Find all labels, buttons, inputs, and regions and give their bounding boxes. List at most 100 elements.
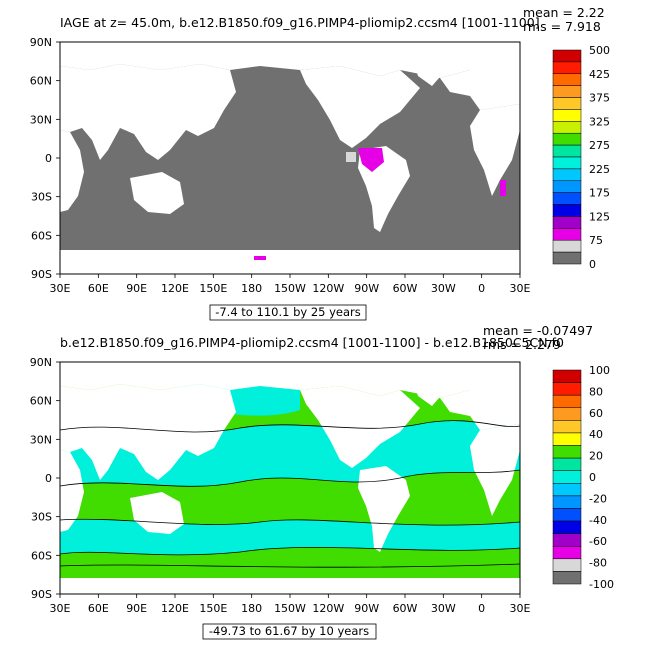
top-anomaly-tropical	[358, 148, 384, 172]
colorbar-swatch	[552, 49, 582, 63]
top-australia	[130, 172, 184, 214]
bottom-map	[59, 361, 521, 595]
colorbar-swatch	[552, 432, 582, 446]
top-panel: IAGE at z= 45.0m, b.e12.B1850.f09_g16.PI…	[30, 5, 610, 321]
colorbar-swatch	[552, 121, 582, 134]
contour-line	[59, 518, 521, 526]
lat-tick-label: 60S	[31, 229, 52, 242]
colorbar-label: 325	[589, 115, 610, 128]
bottom-rms: rms = 2.279	[483, 337, 561, 352]
colorbar-swatch	[552, 558, 582, 572]
lon-tick-label: 180	[241, 282, 262, 295]
colorbar-swatch	[552, 73, 582, 86]
lon-tick-label: 90E	[126, 282, 147, 295]
colorbar-label: -100	[589, 578, 614, 591]
colorbar-swatch	[552, 251, 582, 265]
bottom-eurasia	[60, 384, 236, 480]
lon-tick-label: 90E	[126, 602, 147, 615]
colorbar-swatch	[552, 180, 582, 193]
colorbar-swatch	[552, 533, 582, 547]
colorbar-swatch	[552, 204, 582, 217]
colorbar-swatch	[552, 407, 582, 421]
bottom-contours	[59, 420, 521, 568]
colorbar-swatch	[552, 156, 582, 170]
top-arctic-land	[60, 42, 520, 78]
colorbar-label: 275	[589, 139, 610, 152]
top-anomaly-gray	[346, 152, 356, 162]
colorbar-label: -60	[589, 535, 607, 548]
lat-tick-label: 0	[45, 152, 52, 165]
colorbar-swatch	[552, 495, 582, 509]
colorbar-label: 80	[589, 385, 603, 398]
bottom-lat-axis: 90N 60N 30N 0 30S 60S 90S	[30, 356, 60, 601]
colorbar-label: 175	[589, 187, 610, 200]
bottom-australia	[130, 492, 184, 534]
top-antarctica	[60, 250, 520, 274]
colorbar-swatch	[552, 228, 582, 241]
lon-tick-label: 30E	[510, 602, 531, 615]
lat-tick-label: 60N	[30, 75, 52, 88]
lon-tick-label: 0	[478, 602, 485, 615]
colorbar-swatch	[552, 382, 582, 396]
top-eurasia	[60, 64, 236, 160]
bottom-africa-east	[60, 450, 84, 532]
colorbar-label: 60	[589, 407, 603, 420]
colorbar-swatch	[552, 144, 582, 158]
colorbar-swatch	[552, 97, 582, 110]
bottom-antarctica	[60, 578, 520, 594]
colorbar-swatch	[552, 132, 582, 146]
colorbar-swatch	[552, 545, 582, 560]
bottom-south-america	[358, 466, 410, 552]
lat-tick-label: 30S	[31, 191, 52, 204]
colorbar-swatch	[552, 109, 582, 122]
top-range-label: -7.4 to 110.1 by 25 years	[215, 305, 361, 319]
colorbar-label: 40	[589, 428, 603, 441]
bottom-panel: b.e12.B1850.f09_g16.PIMP4-pliomip2.ccsm4…	[30, 323, 614, 640]
top-greenland	[410, 50, 446, 86]
lat-tick-label: 90S	[31, 268, 52, 281]
contour-line	[59, 546, 521, 556]
colorbar-swatch	[552, 85, 582, 98]
lon-tick-label: 150E	[199, 602, 227, 615]
colorbar-swatch	[552, 394, 582, 409]
top-rms: rms = 7.918	[523, 19, 601, 34]
colorbar-label: 500	[589, 44, 610, 57]
colorbar-label: -20	[589, 492, 607, 505]
lat-tick-label: 90N	[30, 356, 52, 369]
lat-tick-label: 30N	[30, 113, 52, 126]
lat-tick-label: 30S	[31, 511, 52, 524]
top-europe	[440, 70, 520, 110]
lat-tick-label: 90S	[31, 588, 52, 601]
top-title: IAGE at z= 45.0m, b.e12.B1850.f09_g16.PI…	[60, 15, 540, 30]
colorbar-label: 0	[589, 471, 596, 484]
contour-line	[59, 469, 521, 487]
colorbar-swatch	[552, 520, 582, 534]
lat-tick-label: 60N	[30, 395, 52, 408]
top-anomaly-africa	[500, 180, 506, 196]
bottom-greenland	[410, 370, 446, 406]
lon-tick-label: 30W	[431, 282, 456, 295]
bottom-mean: mean = -0.07497	[483, 323, 593, 338]
colorbar-swatch	[552, 445, 582, 459]
lon-tick-label: 30E	[50, 602, 71, 615]
colorbar-label: 425	[589, 68, 610, 81]
lon-tick-label: 150W	[274, 282, 306, 295]
lon-tick-label: 180	[241, 602, 262, 615]
bottom-range-label: -49.73 to 61.67 by 10 years	[209, 624, 369, 638]
colorbar-label: 75	[589, 234, 603, 247]
colorbar-swatch	[552, 420, 582, 434]
lat-tick-label: 0	[45, 472, 52, 485]
lon-tick-label: 30W	[431, 602, 456, 615]
colorbar-swatch	[552, 192, 582, 205]
bottom-range-box	[202, 623, 377, 640]
colorbar-swatch	[552, 571, 582, 585]
top-lon-axis: 30E 60E 90E 120E 150E 180 150W 120W 90W 60W 30W 0 30…	[50, 274, 531, 295]
lon-tick-label: 60E	[88, 602, 109, 615]
bottom-lon-axis: 30E 60E 90E 120E 150E 180 150W 120W 90W 60W 30W 0 30…	[50, 594, 531, 615]
colorbar-label: 100	[589, 364, 610, 377]
colorbar-swatch	[552, 470, 582, 484]
lon-tick-label: 120W	[312, 602, 344, 615]
bottom-colorbar: 100 80 60 40 20 0 -20 -40 -60 -80 -100	[552, 364, 614, 591]
lon-tick-label: 90W	[354, 282, 379, 295]
